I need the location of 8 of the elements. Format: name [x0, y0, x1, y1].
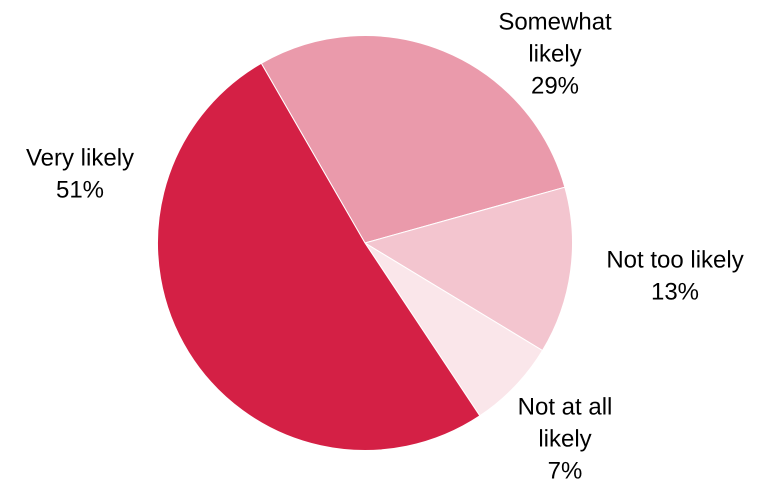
- slice-label: Not too likely: [606, 246, 744, 274]
- data-label: 13%: [650, 278, 700, 306]
- slice-label: Very likely: [26, 144, 134, 172]
- slice-label: Not at all likely: [518, 394, 612, 453]
- data-label: 29%: [530, 72, 580, 100]
- data-label: 51%: [56, 176, 104, 204]
- slice-label: Somewhat likely: [498, 8, 612, 68]
- data-label: 7%: [548, 458, 582, 485]
